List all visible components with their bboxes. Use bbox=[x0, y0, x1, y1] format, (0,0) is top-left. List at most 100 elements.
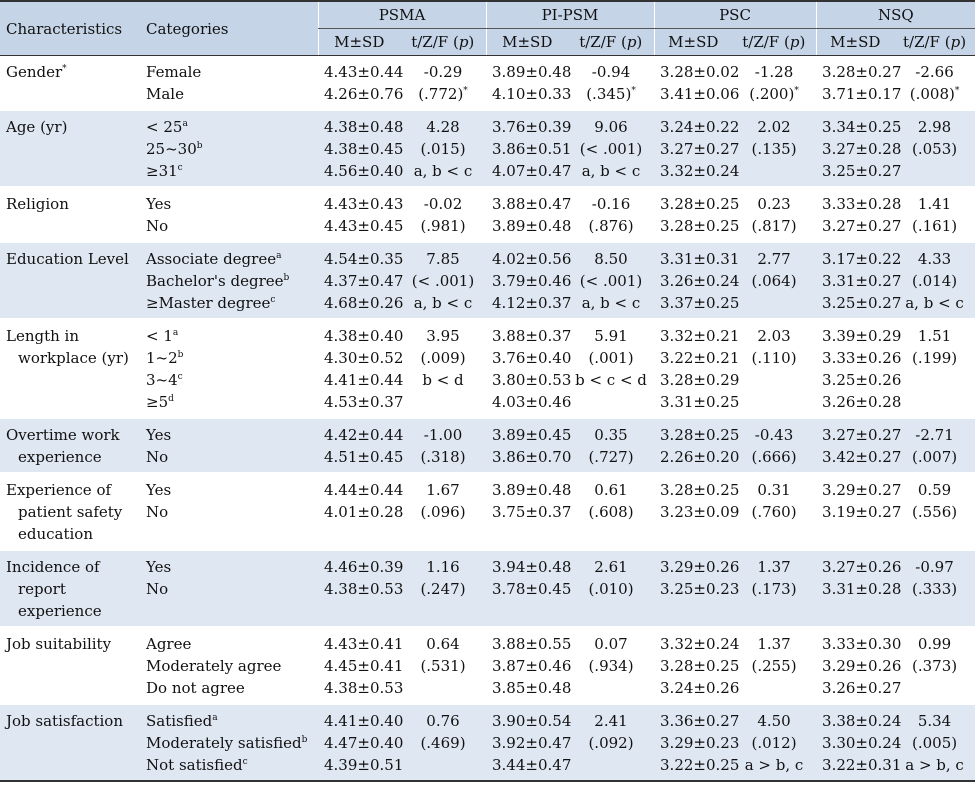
stat-value: (.934) bbox=[574, 655, 648, 677]
stat-cell: 1.67 (.096) bbox=[400, 472, 486, 550]
stat-text: (.199) bbox=[911, 349, 958, 367]
characteristic-label: Experience of patient safety education bbox=[0, 472, 140, 550]
stat-value: 0.31 bbox=[738, 479, 810, 501]
msd-value: 4.37±0.47 bbox=[324, 272, 404, 290]
msd-cell: 4.54±0.35 4.37±0.47 4.68±0.26 bbox=[318, 241, 404, 319]
category-text: Male bbox=[146, 85, 184, 103]
stat-text: (.727) bbox=[588, 448, 634, 466]
stat-value: (.469) bbox=[406, 732, 480, 754]
stat-footnote-mark: * bbox=[794, 86, 799, 96]
stat-value: 0.23 bbox=[738, 193, 810, 215]
msd-value: 3.26±0.28 bbox=[822, 393, 902, 411]
header-group-psma: PSMA bbox=[317, 1, 486, 29]
category-text: Yes bbox=[146, 481, 172, 499]
msd-value: 3.24±0.26 bbox=[660, 679, 740, 697]
stat-value: (.009) bbox=[406, 347, 480, 369]
stat-value: 5.91 bbox=[574, 325, 648, 347]
stat-value: (.173) bbox=[738, 578, 810, 600]
stat-value: -0.94 bbox=[574, 61, 648, 83]
stat-cell: 1.51 (.199) bbox=[894, 318, 975, 418]
stat-value: (.981) bbox=[406, 215, 480, 237]
msd-value: 3.31±0.31 bbox=[660, 250, 740, 268]
stat-text: (.015) bbox=[420, 140, 466, 158]
characteristic-label: Length in workplace (yr) bbox=[0, 318, 140, 418]
stat-text: 0.59 bbox=[917, 481, 952, 499]
category-item: Yes bbox=[146, 424, 312, 446]
category-cell: < 1a 1~2b 3~4c ≥5d bbox=[140, 318, 318, 418]
stat-value: (.318) bbox=[406, 446, 480, 468]
stat-value: (.760) bbox=[738, 501, 810, 523]
stat-text: 5.91 bbox=[594, 327, 628, 345]
stat-text: 1.16 bbox=[426, 558, 460, 576]
msd-cell: 3.88±0.47 3.89±0.48 bbox=[486, 186, 571, 242]
category-footnote-mark: b bbox=[283, 273, 290, 283]
stat-text: 3.95 bbox=[426, 327, 460, 345]
msd-value: 3.25±0.23 bbox=[660, 580, 740, 598]
msd-value: 3.75±0.37 bbox=[492, 503, 572, 521]
category-cell: Associate degreea Bachelor's degreeb ≥Mast… bbox=[140, 241, 318, 319]
msd-value: 4.45±0.41 bbox=[324, 657, 404, 675]
stat-text: 1.51 bbox=[917, 327, 952, 345]
msd-cell: 3.89±0.48 4.10±0.33 bbox=[486, 56, 571, 111]
msd-cell: 3.32±0.21 3.22±0.21 3.28±0.29 3.31±0.25 bbox=[654, 318, 740, 418]
stat-text: -0.02 bbox=[423, 195, 463, 213]
msd-cell: 3.27±0.27 3.42±0.27 bbox=[816, 417, 901, 473]
msd-value: 3.27±0.28 bbox=[822, 140, 902, 158]
stat-value: (.161) bbox=[900, 215, 969, 237]
msd-value: 4.46±0.39 bbox=[324, 558, 404, 576]
msd-value: 3.85±0.48 bbox=[492, 679, 572, 697]
category-footnote-mark: c bbox=[270, 295, 276, 305]
stat-text: 1.41 bbox=[917, 195, 952, 213]
category-cell: Yes No bbox=[140, 549, 318, 627]
msd-value: 3.33±0.28 bbox=[822, 195, 902, 213]
characteristic-text: Job suitability bbox=[6, 635, 112, 653]
category-footnote-mark: d bbox=[168, 394, 174, 404]
stat-text: -0.97 bbox=[915, 558, 954, 576]
category-text: No bbox=[146, 217, 169, 235]
category-item: No bbox=[146, 578, 312, 600]
msd-value: 3.88±0.55 bbox=[492, 635, 572, 653]
msd-value: 2.26±0.20 bbox=[660, 448, 740, 466]
msd-value: 3.29±0.26 bbox=[660, 558, 740, 576]
category-item: Female bbox=[146, 61, 312, 83]
category-footnote-mark: a bbox=[276, 251, 282, 261]
stat-value: (.876) bbox=[574, 215, 648, 237]
stat-cell: -2.71 (.007) bbox=[894, 417, 975, 473]
stat-footnote-mark: * bbox=[631, 86, 636, 96]
stat-cell: -0.16 (.876) bbox=[568, 186, 655, 242]
category-text: ≥Master degree bbox=[146, 294, 271, 312]
msd-value: 4.26±0.76 bbox=[324, 85, 404, 103]
stat-text: 2.98 bbox=[917, 118, 952, 136]
stat-value: 8.50 bbox=[574, 248, 648, 270]
msd-value: 3.31±0.25 bbox=[660, 393, 740, 411]
characteristic-label: Gender* bbox=[0, 56, 140, 111]
msd-value: 4.01±0.28 bbox=[324, 503, 404, 521]
stat-cell: 0.99 (.373) bbox=[894, 626, 975, 704]
characteristic-label: Job satisfaction bbox=[0, 703, 140, 782]
stat-value: 2.02 bbox=[738, 116, 810, 138]
stat-value: a > b, c bbox=[738, 754, 810, 776]
msd-value: 3.28±0.27 bbox=[822, 63, 902, 81]
msd-value: 3.29±0.26 bbox=[822, 657, 902, 675]
stat-cell: 0.07 (.934) bbox=[568, 626, 655, 704]
category-text: Moderately satisfied bbox=[146, 734, 302, 752]
msd-cell: 3.28±0.02 3.41±0.06 bbox=[654, 56, 739, 111]
stat-cell: 9.06 (< .001) a, b < c bbox=[568, 109, 655, 187]
subheader-stat: t/Z/F (p) bbox=[894, 28, 975, 56]
stat-value: (.727) bbox=[574, 446, 648, 468]
stat-text: a > b, c bbox=[905, 756, 964, 774]
characteristic-footnote-mark: * bbox=[62, 64, 67, 74]
stat-value: (< .001) bbox=[406, 270, 480, 292]
msd-value: 3.90±0.54 bbox=[492, 712, 572, 730]
stat-text: (.014) bbox=[911, 272, 958, 290]
msd-value: 4.38±0.53 bbox=[324, 580, 404, 598]
stat-value: -1.28 bbox=[738, 61, 810, 83]
stat-text: (.772) bbox=[418, 85, 464, 103]
stat-value: 1.41 bbox=[900, 193, 969, 215]
stat-text: (.200) bbox=[749, 85, 795, 103]
stat-text: (.531) bbox=[420, 657, 466, 675]
stat-text: 7.85 bbox=[426, 250, 460, 268]
stat-value: (.015) bbox=[406, 138, 480, 160]
stat-text: 0.61 bbox=[594, 481, 628, 499]
category-item: < 1a bbox=[146, 325, 312, 347]
